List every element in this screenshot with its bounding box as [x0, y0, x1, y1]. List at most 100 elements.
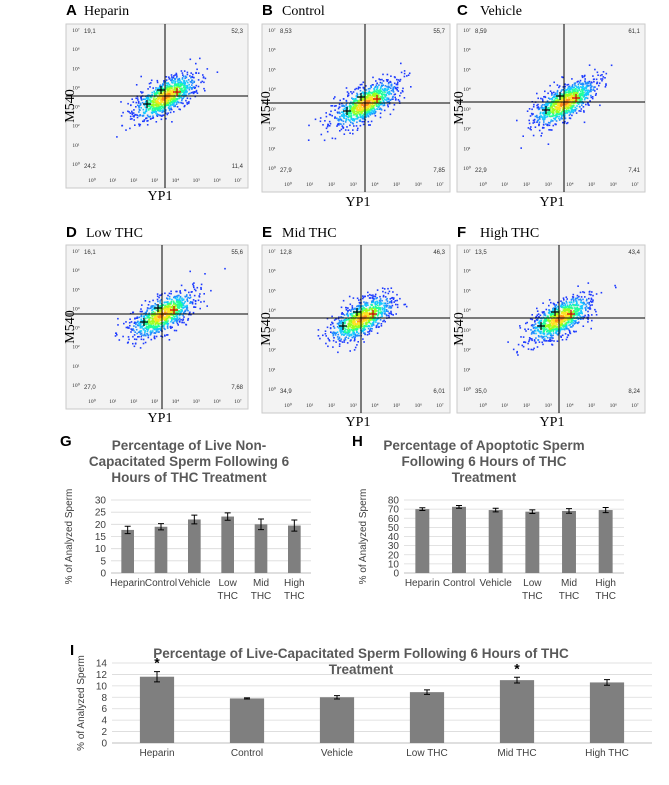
- event-dot: [183, 92, 185, 94]
- event-dot: [176, 308, 178, 310]
- event-dot: [365, 309, 367, 311]
- event-dot: [317, 329, 320, 331]
- event-dot: [354, 312, 357, 314]
- event-dot: [547, 106, 550, 109]
- event-dot: [571, 98, 573, 101]
- event-dot: [615, 286, 617, 289]
- event-dot: [116, 334, 118, 336]
- event-dot: [353, 109, 355, 112]
- event-dot: [132, 112, 135, 114]
- event-dot: [396, 86, 399, 89]
- event-dot: [151, 91, 153, 94]
- x-decade-label: 10⁶: [415, 182, 423, 188]
- event-dot: [373, 298, 376, 300]
- event-dot: [361, 92, 363, 94]
- event-dot: [558, 119, 561, 121]
- event-dot: [396, 306, 399, 309]
- event-dot: [365, 323, 368, 325]
- event-dot: [185, 295, 188, 297]
- event-dot: [343, 331, 346, 333]
- event-dot: [558, 102, 560, 105]
- event-dot: [153, 92, 156, 94]
- event-dot: [165, 301, 167, 303]
- event-dot: [374, 293, 377, 296]
- event-dot: [165, 92, 168, 95]
- event-dot: [357, 106, 360, 108]
- event-dot: [150, 324, 153, 327]
- event-dot: [118, 339, 121, 341]
- event-dot: [377, 315, 379, 317]
- event-dot: [379, 311, 382, 314]
- event-dot: [568, 329, 571, 332]
- event-dot: [390, 98, 393, 101]
- event-dot: [553, 307, 555, 309]
- event-dot: [551, 129, 553, 131]
- event-dot: [372, 93, 374, 96]
- event-dot: [554, 117, 556, 120]
- event-dot: [558, 117, 560, 120]
- event-dot: [160, 104, 162, 106]
- event-dot: [138, 321, 141, 324]
- event-dot: [555, 108, 557, 110]
- x-axis-label: YP1: [148, 411, 173, 426]
- event-dot: [368, 312, 371, 314]
- event-dot: [359, 105, 362, 107]
- event-dot: [589, 83, 592, 86]
- event-dot: [379, 295, 381, 298]
- event-dot: [167, 107, 170, 109]
- event-dot: [363, 327, 365, 330]
- event-dot: [356, 93, 359, 96]
- event-dot: [360, 305, 363, 307]
- event-dot: [185, 324, 188, 326]
- event-dot: [349, 323, 352, 325]
- event-dot: [180, 96, 183, 99]
- event-dot: [344, 321, 346, 323]
- event-dot: [337, 119, 339, 121]
- event-dot: [128, 327, 130, 329]
- event-dot: [534, 330, 537, 332]
- event-dot: [598, 84, 600, 87]
- event-dot: [189, 86, 191, 88]
- event-dot: [203, 300, 205, 303]
- event-dot: [357, 127, 359, 130]
- event-dot: [148, 326, 151, 328]
- event-dot: [156, 321, 158, 324]
- event-dot: [522, 336, 525, 338]
- event-dot: [561, 113, 563, 115]
- event-dot: [150, 106, 152, 108]
- event-dot: [134, 343, 137, 345]
- event-dot: [566, 84, 568, 86]
- event-dot: [582, 318, 584, 320]
- event-dot: [370, 111, 372, 114]
- event-dot: [163, 80, 165, 82]
- event-dot: [576, 310, 578, 313]
- event-dot: [137, 102, 140, 104]
- event-dot: [169, 325, 172, 328]
- event-dot: [534, 326, 536, 329]
- event-dot: [540, 106, 542, 109]
- event-dot: [126, 342, 129, 344]
- event-dot: [147, 101, 150, 104]
- event-dot: [366, 96, 369, 99]
- event-dot: [169, 101, 172, 103]
- event-dot: [334, 137, 337, 140]
- event-dot: [582, 315, 584, 318]
- event-dot: [188, 87, 191, 89]
- event-dot: [172, 90, 174, 92]
- event-dot: [589, 87, 592, 89]
- event-dot: [182, 318, 185, 320]
- event-dot: [142, 108, 145, 111]
- event-dot: [342, 123, 345, 125]
- event-dot: [364, 312, 367, 315]
- event-dot: [568, 103, 570, 105]
- event-dot: [129, 115, 132, 118]
- event-dot: [354, 106, 356, 108]
- event-dot: [206, 305, 208, 307]
- event-dot: [187, 93, 190, 95]
- event-dot: [352, 112, 355, 114]
- event-dot: [396, 83, 399, 86]
- event-dot: [579, 97, 582, 100]
- event-dot: [345, 307, 348, 309]
- event-dot: [581, 104, 583, 106]
- event-dot: [558, 85, 561, 87]
